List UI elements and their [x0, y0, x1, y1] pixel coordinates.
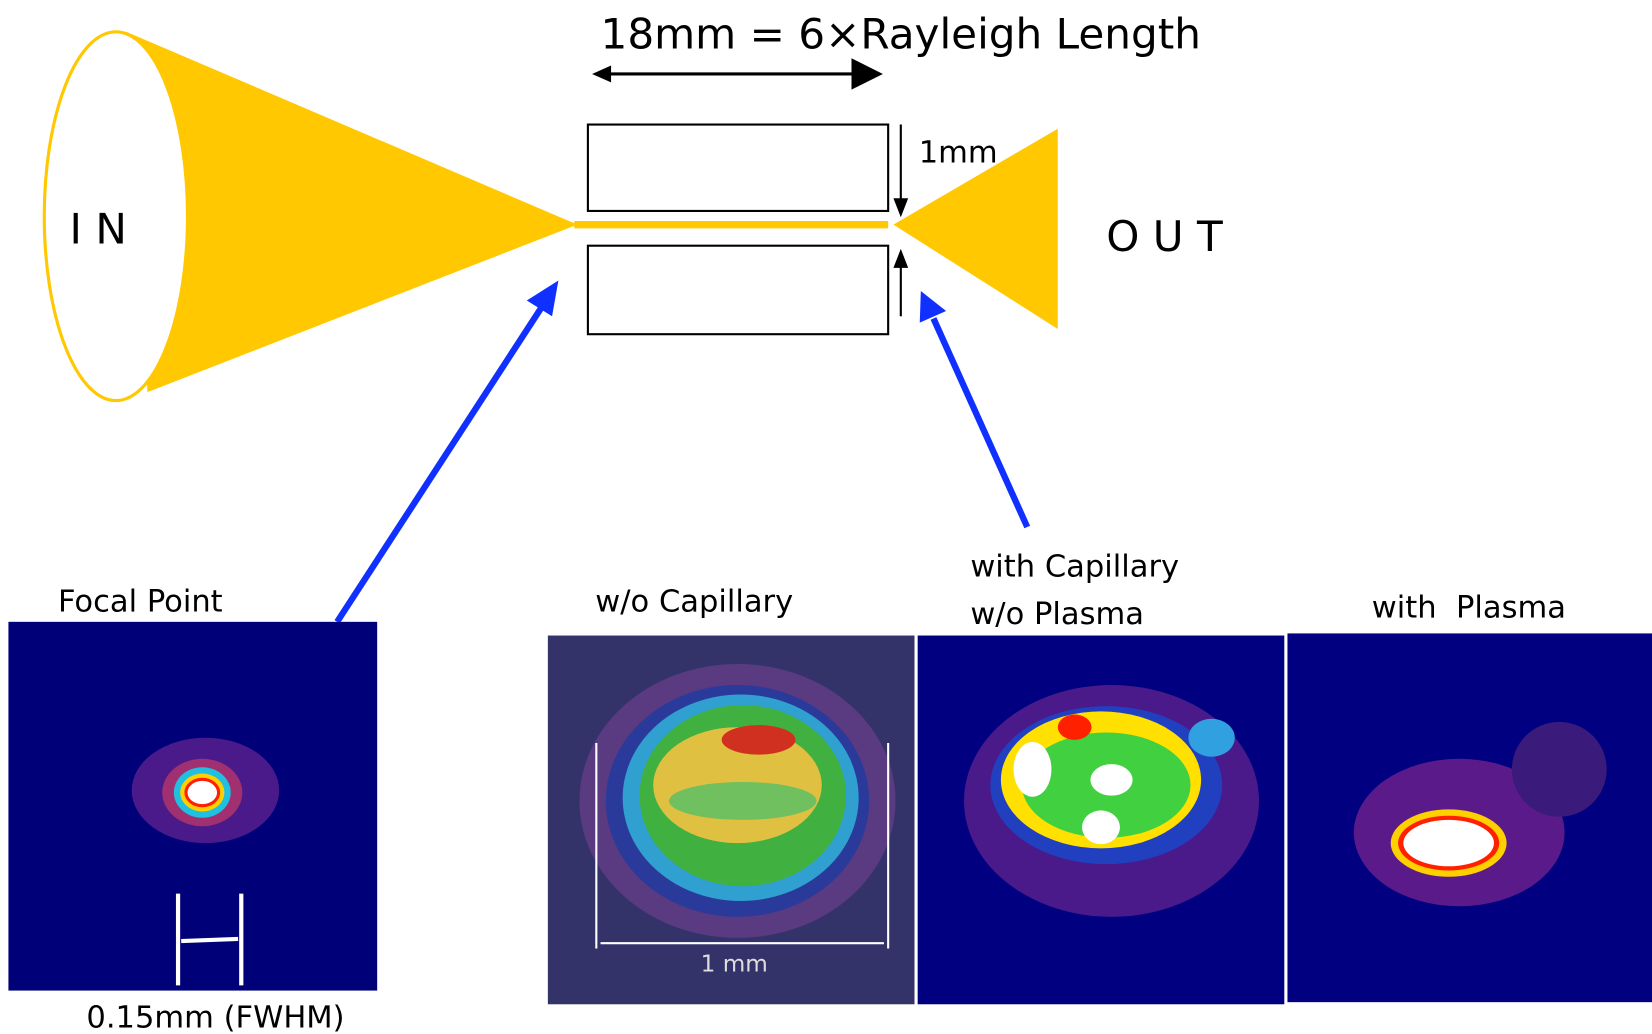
profile [188, 781, 218, 804]
profile [1014, 742, 1052, 797]
profile [1512, 722, 1607, 817]
output-label: O U T [1106, 212, 1223, 261]
arrow-head [893, 249, 908, 268]
capillary-wall [588, 125, 888, 211]
panel-label: with Plasma [1372, 591, 1566, 626]
scale-label: 1 mm [701, 951, 768, 978]
profile [1082, 810, 1120, 844]
panel-label: w/o Plasma [970, 597, 1144, 632]
arrow-head [920, 291, 946, 323]
input-cone [126, 32, 577, 392]
panel-label: Focal Point [58, 584, 223, 619]
diagram: 18mm = 6×Rayleigh Length 1mm I N O U T F… [0, 0, 1652, 1034]
fwhm-marker [181, 939, 238, 941]
panel-label: w/o Capillary [595, 584, 793, 619]
profile [1090, 764, 1132, 796]
pointer-arrow [933, 318, 1027, 527]
profile [1188, 719, 1234, 757]
input-label: I N [70, 205, 127, 254]
gap-label: 1mm [919, 135, 998, 170]
panel-label: with Capillary [970, 550, 1179, 585]
profile [1058, 715, 1092, 740]
profile [669, 782, 817, 820]
arrow-head [592, 66, 611, 83]
pointer-arrow [337, 306, 542, 622]
profile [722, 725, 796, 755]
capillary-wall [588, 246, 888, 335]
profile [1403, 820, 1494, 866]
title: 18mm = 6×Rayleigh Length [601, 10, 1201, 59]
panel-caption: 0.15mm (FWHM) [86, 1000, 344, 1034]
arrow-head [893, 198, 908, 217]
